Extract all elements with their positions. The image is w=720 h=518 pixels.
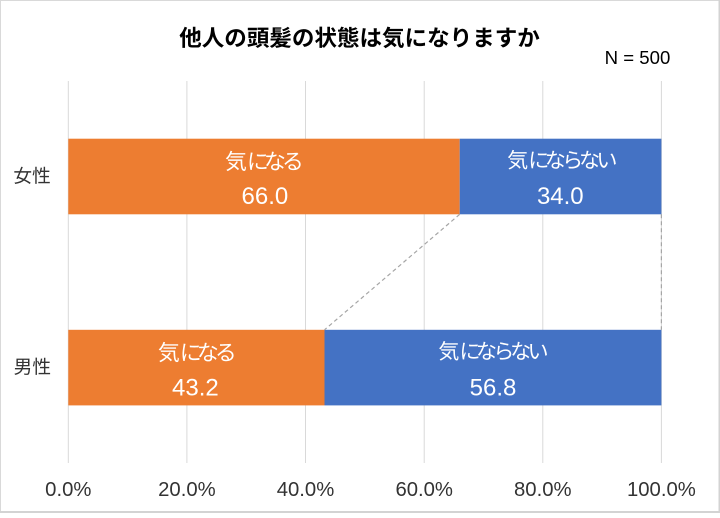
svg-text:60.0%: 60.0%: [395, 479, 453, 501]
svg-text:100.0%: 100.0%: [627, 479, 696, 501]
svg-text:34.0: 34.0: [537, 183, 584, 210]
svg-text:N = 500: N = 500: [605, 47, 671, 68]
svg-text:66.0: 66.0: [242, 183, 289, 210]
svg-text:56.8: 56.8: [470, 374, 517, 401]
svg-text:43.2: 43.2: [172, 374, 219, 401]
svg-text:40.0%: 40.0%: [277, 479, 335, 501]
svg-text:80.0%: 80.0%: [514, 479, 572, 501]
svg-text:0.0%: 0.0%: [45, 479, 91, 501]
svg-text:20.0%: 20.0%: [158, 479, 216, 501]
